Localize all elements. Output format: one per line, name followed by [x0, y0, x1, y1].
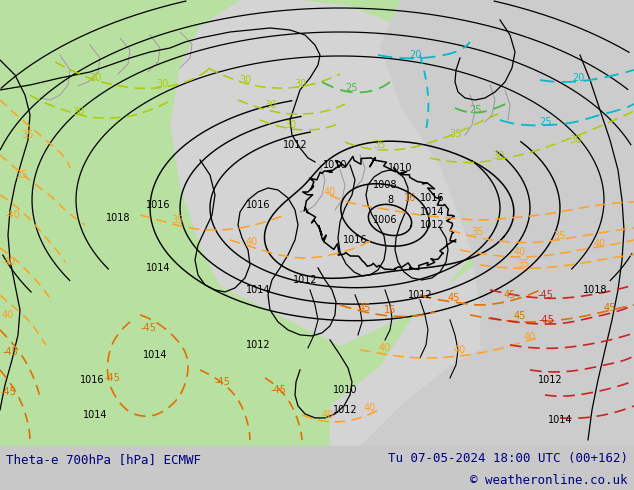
Text: 30: 30	[239, 75, 251, 85]
Text: 1010: 1010	[333, 385, 357, 395]
Text: 25: 25	[469, 105, 481, 115]
Text: 1012: 1012	[538, 375, 562, 385]
Polygon shape	[360, 286, 634, 446]
Text: 35: 35	[472, 227, 484, 237]
Text: 30: 30	[89, 73, 101, 83]
Text: 30: 30	[492, 151, 504, 161]
Text: 40: 40	[364, 403, 376, 413]
Text: 25: 25	[346, 83, 358, 93]
Text: 16: 16	[384, 305, 396, 315]
FancyBboxPatch shape	[0, 446, 634, 490]
Text: 1014: 1014	[83, 410, 107, 420]
Text: 1014: 1014	[146, 263, 171, 273]
Text: 40: 40	[379, 343, 391, 353]
Text: -40: -40	[4, 210, 20, 220]
Text: 40: 40	[524, 332, 536, 342]
Text: 45: 45	[514, 311, 526, 321]
Text: 1006: 1006	[373, 215, 398, 225]
Text: 1018: 1018	[583, 285, 607, 295]
Polygon shape	[380, 0, 634, 366]
Text: 35: 35	[518, 259, 530, 269]
Text: 1016: 1016	[146, 200, 171, 210]
Text: 35: 35	[554, 231, 566, 241]
Text: 30: 30	[294, 79, 306, 89]
Text: 30: 30	[284, 120, 296, 130]
Text: 35: 35	[16, 170, 28, 180]
Text: 20: 20	[409, 50, 421, 60]
Text: 40: 40	[454, 345, 466, 355]
Text: 1012: 1012	[333, 405, 358, 415]
Text: 1008: 1008	[373, 180, 398, 190]
Text: 1012: 1012	[293, 275, 317, 285]
Polygon shape	[170, 0, 490, 346]
Text: 45: 45	[604, 303, 616, 313]
Text: 45: 45	[504, 290, 516, 300]
Text: 35: 35	[450, 129, 462, 139]
Text: Tu 07-05-2024 18:00 UTC (00+162): Tu 07-05-2024 18:00 UTC (00+162)	[387, 452, 628, 465]
Text: 40: 40	[4, 257, 16, 267]
Text: -45: -45	[214, 377, 230, 387]
Text: Theta-e 700hPa [hPa] ECMWF: Theta-e 700hPa [hPa] ECMWF	[6, 454, 202, 466]
Text: 1014: 1014	[143, 350, 167, 360]
Text: -45: -45	[104, 373, 120, 383]
Text: 1014: 1014	[548, 415, 573, 425]
Text: 8: 8	[387, 195, 393, 205]
Text: 16: 16	[404, 193, 416, 203]
Text: 1016: 1016	[246, 200, 270, 210]
Text: 35: 35	[22, 130, 34, 140]
Text: 45: 45	[448, 293, 460, 303]
Text: 20: 20	[572, 73, 584, 83]
Text: 40: 40	[322, 410, 334, 420]
Text: 30: 30	[156, 79, 168, 89]
Text: 1010: 1010	[323, 160, 347, 170]
Text: 1014: 1014	[420, 207, 444, 217]
Text: 35: 35	[374, 140, 386, 150]
Text: 1012: 1012	[283, 140, 307, 150]
Text: -45: -45	[2, 347, 18, 357]
Text: 1012: 1012	[420, 220, 444, 230]
Text: 45: 45	[359, 303, 371, 313]
Text: -45: -45	[270, 385, 286, 395]
Text: 35: 35	[172, 215, 184, 225]
Text: 25: 25	[539, 117, 551, 127]
Text: 40: 40	[246, 237, 258, 247]
Text: -45: -45	[140, 323, 156, 333]
Text: 40: 40	[594, 239, 606, 249]
Text: 30: 30	[264, 100, 276, 110]
Text: -45: -45	[0, 387, 16, 397]
Text: © weatheronline.co.uk: © weatheronline.co.uk	[470, 474, 628, 487]
Text: 1012: 1012	[408, 290, 432, 300]
Text: 1016: 1016	[343, 235, 367, 245]
Text: 1010: 1010	[388, 163, 412, 173]
Text: 1012: 1012	[246, 340, 270, 350]
Text: -45: -45	[538, 315, 554, 325]
Text: 40: 40	[324, 187, 336, 197]
Text: 40: 40	[2, 310, 14, 320]
Text: 1016: 1016	[420, 193, 444, 203]
Text: 1014: 1014	[246, 285, 270, 295]
Text: 1016: 1016	[80, 375, 104, 385]
Polygon shape	[0, 0, 634, 446]
Text: 30: 30	[569, 135, 581, 145]
Text: 30: 30	[72, 107, 84, 117]
Text: 40: 40	[514, 247, 526, 257]
Polygon shape	[330, 166, 634, 446]
Text: 1018: 1018	[106, 213, 130, 223]
Text: -45: -45	[537, 290, 553, 300]
